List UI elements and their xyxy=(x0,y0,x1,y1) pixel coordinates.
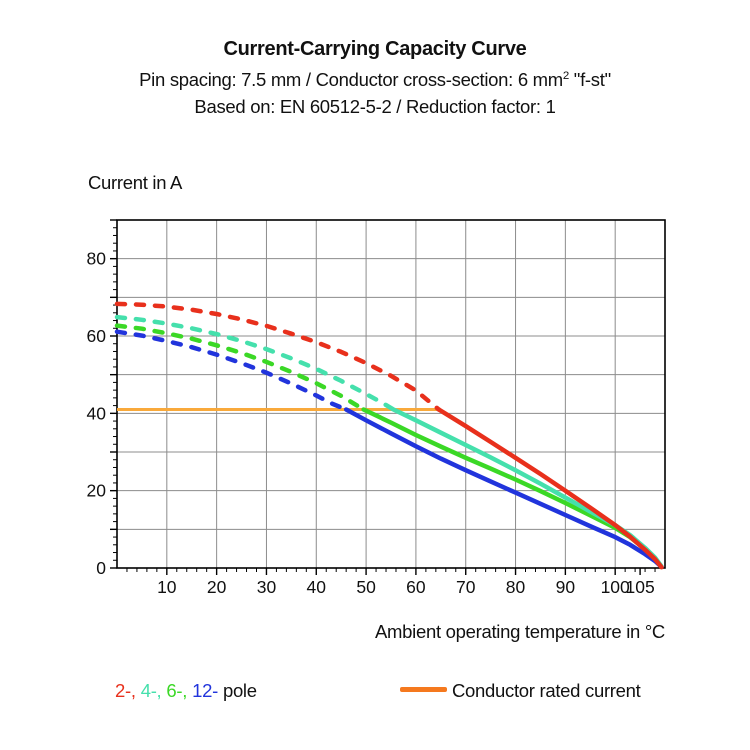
y-tick-label-40: 40 xyxy=(87,403,107,423)
y-axis-title: Current in A xyxy=(88,172,183,193)
y-tick-label-60: 60 xyxy=(87,326,107,346)
x-tick-label-50: 50 xyxy=(356,577,376,597)
x-tick-label-105: 105 xyxy=(625,577,654,597)
series-6-pole-solid xyxy=(361,407,664,569)
series-2-pole-dashed xyxy=(114,301,442,412)
legend-pole-6: 6-, xyxy=(166,680,188,701)
x-tick-label-30: 30 xyxy=(257,577,277,597)
chart-subtitle-2: Based on: EN 60512-5-2 / Reduction facto… xyxy=(194,96,556,118)
x-tick-label-60: 60 xyxy=(406,577,426,597)
superscript-2: 2 xyxy=(562,70,569,82)
legend-pole-2: 2-, xyxy=(115,680,136,701)
title-block: Current-Carrying Capacity Curve Pin spac… xyxy=(0,36,750,120)
x-tick-label-20: 20 xyxy=(207,577,227,597)
y-tick-label-80: 80 xyxy=(87,249,107,269)
chart-subtitle-1: Pin spacing: 7.5 mm / Conductor cross-se… xyxy=(139,69,611,91)
x-tick-label-90: 90 xyxy=(556,577,576,597)
x-tick-label-80: 80 xyxy=(506,577,526,597)
series-4-pole-dashed xyxy=(114,314,396,412)
series-2-pole-solid xyxy=(436,407,664,570)
chart-title: Current-Carrying Capacity Curve xyxy=(223,38,527,60)
x-tick-label-100: 100 xyxy=(601,577,630,597)
y-tick-label-0: 0 xyxy=(96,558,106,578)
plot-frame xyxy=(116,219,666,569)
legend-pole-suffix: pole xyxy=(222,680,257,701)
x-axis-title: Ambient operating temperature in °C xyxy=(375,621,665,642)
series-12-pole-solid xyxy=(343,407,664,570)
rated-current-swatch xyxy=(400,687,447,692)
legend-poles: 2-, 4-, 6-, 12- pole xyxy=(115,680,262,702)
series-6-pole-dashed xyxy=(114,323,366,412)
y-tick-label-20: 20 xyxy=(87,481,107,501)
rated-current-label: Conductor rated current xyxy=(452,680,641,701)
legend-pole-4: 4-, xyxy=(140,680,162,701)
legend-pole-12: 12- xyxy=(192,680,218,701)
x-tick-label-10: 10 xyxy=(157,577,177,597)
x-tick-label-70: 70 xyxy=(456,577,476,597)
series-12-pole-dashed xyxy=(114,329,349,412)
x-tick-label-40: 40 xyxy=(307,577,327,597)
